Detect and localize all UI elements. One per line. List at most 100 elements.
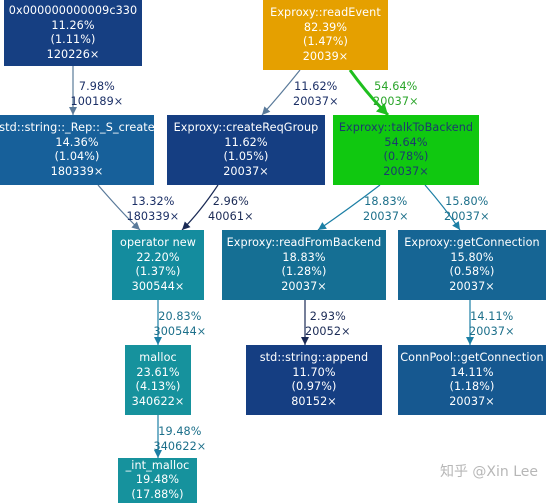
- edge-percent: 54.64%: [374, 80, 418, 93]
- edge-arrowhead-createReq: [262, 106, 271, 115]
- total-percent: 14.11%: [450, 365, 494, 379]
- edge-arrowhead-rep: [69, 107, 77, 115]
- edge-arrowhead-poolConn: [466, 337, 474, 345]
- edge-samples: 20037×: [363, 209, 409, 223]
- edge-label-createReq-to-opnew: 2.96% 40061×: [208, 195, 254, 224]
- self-percent: (17.88%): [131, 487, 184, 501]
- edge-samples: 20052×: [305, 324, 351, 338]
- function-node-opnew[interactable]: operator new 22.20% (1.37%) 300544×: [112, 230, 204, 300]
- edge-arrowhead-talk: [375, 102, 388, 115]
- total-percent: 15.80%: [450, 250, 494, 264]
- function-name: Exproxy::createReqGroup: [173, 121, 319, 134]
- self-percent: (1.11%): [50, 33, 96, 46]
- function-node-malloc[interactable]: malloc 23.61% (4.13%) 340622×: [125, 345, 191, 415]
- edge-label-n0x-to-rep: 7.98% 100189×: [71, 80, 124, 109]
- function-name: std::string::append: [259, 351, 369, 364]
- edge-samples: 300544×: [153, 324, 207, 338]
- sample-count: 80152×: [291, 394, 337, 408]
- edge-arrowhead-append: [301, 337, 309, 345]
- function-name: ConnPool::getConnection: [400, 351, 544, 364]
- total-percent: 14.36%: [55, 135, 99, 149]
- edge-arrowhead-opnew: [182, 221, 191, 230]
- self-percent: (0.97%): [291, 380, 337, 393]
- edge-samples: 20037×: [444, 209, 490, 223]
- total-percent: 19.48%: [135, 473, 180, 487]
- edge-arrowhead-intMalloc: [154, 450, 162, 458]
- edge-percent: 14.11%: [470, 310, 514, 323]
- total-percent: 11.70%: [292, 365, 336, 379]
- edge-label-rep-to-opnew: 13.32% 180339×: [127, 195, 180, 224]
- function-name: Exproxy::readFromBackend: [226, 236, 382, 249]
- function-node-talk[interactable]: Exproxy::talkToBackend 54.64% (0.78%) 20037…: [333, 115, 479, 185]
- total-percent: 82.39%: [303, 20, 348, 34]
- edge-samples: 100189×: [70, 94, 124, 108]
- edge-samples: 180339×: [126, 209, 180, 223]
- edge-label-readFrom-to-append: 2.93% 20052×: [305, 310, 351, 339]
- self-percent: (1.18%): [449, 380, 495, 393]
- edge-percent: 11.62%: [294, 80, 338, 93]
- edge-label-readEvent-to-createReq: 11.62% 20037×: [293, 80, 339, 109]
- function-name: _int_malloc: [125, 458, 190, 472]
- sample-count: 300544×: [131, 279, 185, 293]
- edge-percent: 13.32%: [131, 195, 175, 208]
- self-percent: (1.05%): [223, 150, 269, 163]
- self-percent: (1.04%): [54, 150, 100, 163]
- edge-percent: 2.96%: [212, 195, 249, 208]
- sample-count: 20037×: [449, 394, 495, 408]
- edge-samples: 340622×: [153, 439, 207, 453]
- edge-arrowhead-opnew: [131, 221, 140, 230]
- function-node-createReq[interactable]: Exproxy::createReqGroup 11.62% (1.05%) 2003…: [167, 115, 325, 185]
- function-node-intMalloc[interactable]: _int_malloc 19.48% (17.88%): [118, 458, 197, 503]
- function-name: malloc: [139, 351, 177, 364]
- watermark-text: 知乎 @Xin Lee: [439, 464, 538, 480]
- edge-arrowhead-readFrom: [318, 222, 327, 230]
- sample-count: 20039×: [302, 49, 349, 63]
- edge-percent: 15.80%: [445, 195, 489, 208]
- self-percent: (0.58%): [449, 265, 495, 278]
- edge-label-opnew-to-malloc: 20.83% 300544×: [154, 310, 207, 339]
- edge-percent: 19.48%: [158, 425, 202, 438]
- total-percent: 18.83%: [282, 250, 326, 264]
- self-percent: (0.78%): [383, 150, 429, 163]
- function-name: 0x000000000009c330: [8, 4, 138, 17]
- sample-count: 20037×: [383, 164, 429, 178]
- edge-label-talk-to-getConn: 15.80% 20037×: [444, 195, 490, 224]
- function-node-poolConn[interactable]: ConnPool::getConnection 14.11% (1.18%) 2003…: [398, 345, 546, 415]
- function-node-readEvent[interactable]: Exproxy::readEvent 82.39% (1.47%) 20039×: [263, 0, 388, 70]
- function-name: operator new: [120, 236, 196, 249]
- edge-percent: 2.93%: [309, 310, 346, 323]
- total-percent: 23.61%: [136, 365, 180, 379]
- function-node-rep[interactable]: std::string::_Rep::_S_create 14.36% (1.04%…: [0, 115, 155, 185]
- function-node-readFrom[interactable]: Exproxy::readFromBackend 18.83% (1.28%) 200…: [222, 230, 386, 300]
- sample-count: 20037×: [281, 279, 327, 293]
- edge-samples: 20037×: [373, 94, 419, 108]
- self-percent: (4.13%): [135, 380, 181, 393]
- total-percent: 11.62%: [224, 135, 268, 149]
- edge-samples: 20037×: [469, 324, 515, 338]
- function-name: Exproxy::getConnection: [404, 236, 540, 249]
- edge-samples: 20037×: [293, 94, 339, 108]
- sample-count: 120226×: [46, 47, 100, 61]
- sample-count: 20037×: [449, 279, 495, 293]
- function-name: Exproxy::readEvent: [270, 6, 381, 19]
- edge-percent: 7.98%: [78, 80, 115, 93]
- function-node-getConn[interactable]: Exproxy::getConnection 15.80% (0.58%) 20037…: [398, 230, 546, 300]
- sample-count: 340622×: [131, 394, 185, 408]
- total-percent: 22.20%: [136, 250, 180, 264]
- total-percent: 11.26%: [51, 18, 95, 32]
- function-node-append[interactable]: std::string::append 11.70% (0.97%) 80152×: [246, 345, 382, 415]
- edge-label-getConn-to-poolConn: 14.11% 20037×: [469, 310, 515, 339]
- self-percent: (1.28%): [281, 265, 327, 278]
- sample-count: 180339×: [50, 164, 104, 178]
- edge-label-malloc-to-intMalloc: 19.48% 340622×: [154, 425, 207, 454]
- function-node-n0x[interactable]: 0x000000000009c330 11.26% (1.11%) 120226×: [4, 0, 142, 66]
- total-percent: 54.64%: [384, 135, 428, 149]
- sample-count: 20037×: [223, 164, 269, 178]
- edge-arrowhead-malloc: [154, 337, 162, 345]
- edge-arrowhead-getConn: [452, 221, 460, 230]
- edge-percent: 20.83%: [158, 310, 202, 323]
- self-percent: (1.37%): [135, 265, 181, 278]
- edge-label-talk-to-readFrom: 18.83% 20037×: [363, 195, 409, 224]
